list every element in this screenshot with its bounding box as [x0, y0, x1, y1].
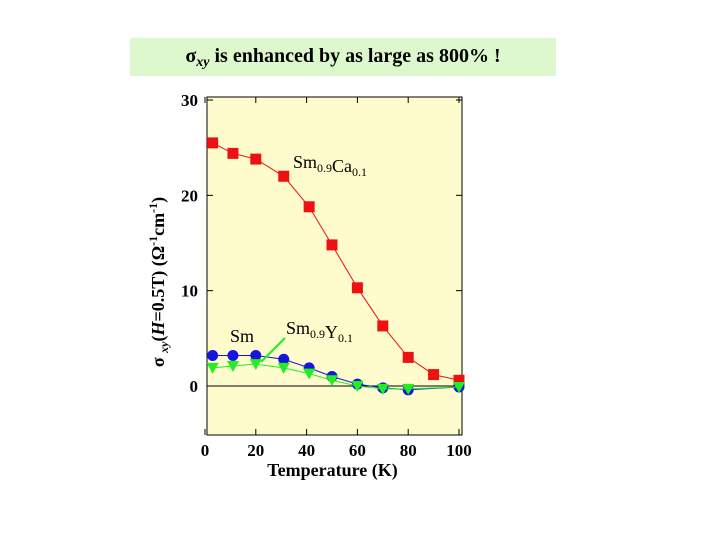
y-axis: 0 10 20 30: [181, 91, 462, 396]
y-axis-label: σ xy(H=0.5T) (Ω-1cm-1): [146, 197, 171, 367]
series-line: [212, 363, 460, 390]
square-marker: [278, 170, 290, 182]
circle-marker: [227, 349, 239, 361]
square-marker: [453, 374, 465, 386]
square-marker: [250, 153, 262, 165]
y-tick-label: 0: [190, 377, 199, 396]
annotation-element: Ca: [332, 156, 352, 176]
circle-marker: [278, 353, 290, 365]
series-annotation: Sm: [230, 326, 254, 346]
square-marker: [377, 320, 389, 332]
headline-banner: σxy is enhanced by as large as 800% !: [130, 38, 556, 76]
x-tick-label: 80: [400, 441, 417, 460]
annotation-subscript: 0.9: [317, 161, 332, 175]
sigma-symbol: σ: [185, 45, 197, 67]
triangle-marker: [402, 383, 415, 395]
headline-body: is enhanced by as large as 800% !: [209, 45, 501, 67]
y-tick-label: 20: [181, 186, 198, 205]
y-tick-label: 30: [181, 91, 198, 110]
square-marker: [351, 282, 363, 294]
x-tick-label: 100: [446, 441, 472, 460]
triangle-marker: [376, 383, 389, 395]
series-annotation: Sm0.9Ca0.1: [293, 152, 367, 179]
triangle-marker: [226, 360, 239, 372]
annotation-subscript: 0.1: [338, 331, 353, 345]
x-tick-label: 0: [201, 441, 210, 460]
square-marker: [402, 351, 414, 363]
square-marker: [207, 137, 219, 149]
x-tick-label: 60: [349, 441, 366, 460]
annotation-pointer: [260, 337, 286, 363]
x-tick-label: 40: [298, 441, 315, 460]
annotation-element: Sm: [286, 318, 310, 338]
headline-text: σxy is enhanced by as large as 800% !: [130, 45, 556, 71]
square-marker: [428, 369, 440, 381]
x-axis: 0 20 40 60 80 100: [201, 97, 472, 460]
triangle-marker: [249, 359, 262, 371]
square-marker: [326, 239, 338, 251]
plot-area: [206, 96, 463, 436]
triangle-marker: [351, 381, 364, 392]
series-0: [207, 137, 465, 386]
circle-marker: [250, 349, 262, 361]
x-tick-label: 20: [247, 441, 264, 460]
annotation-element: Sm: [293, 152, 317, 172]
triangle-marker: [206, 362, 219, 374]
series-annotation: Sm0.9Y0.1: [286, 318, 353, 345]
annotation-subscript: 0.9: [310, 327, 325, 341]
triangle-marker: [303, 368, 316, 380]
circle-marker: [207, 349, 219, 361]
y-axis-label-text: σ xy(H=0.5T) (Ω-1cm-1): [146, 197, 171, 367]
series-2: [206, 359, 465, 395]
annotation-element: Y: [325, 322, 338, 342]
x-axis-label: Temperature (K): [267, 460, 397, 481]
triangle-marker: [326, 375, 338, 387]
sigma-subscript: xy: [196, 55, 210, 70]
annotation-subscript: 0.1: [352, 165, 367, 179]
triangle-marker: [453, 381, 465, 393]
square-marker: [227, 147, 239, 159]
y-tick-label: 10: [181, 282, 198, 301]
series-layer: [206, 137, 465, 396]
triangle-marker: [277, 362, 290, 374]
square-marker: [303, 201, 315, 213]
